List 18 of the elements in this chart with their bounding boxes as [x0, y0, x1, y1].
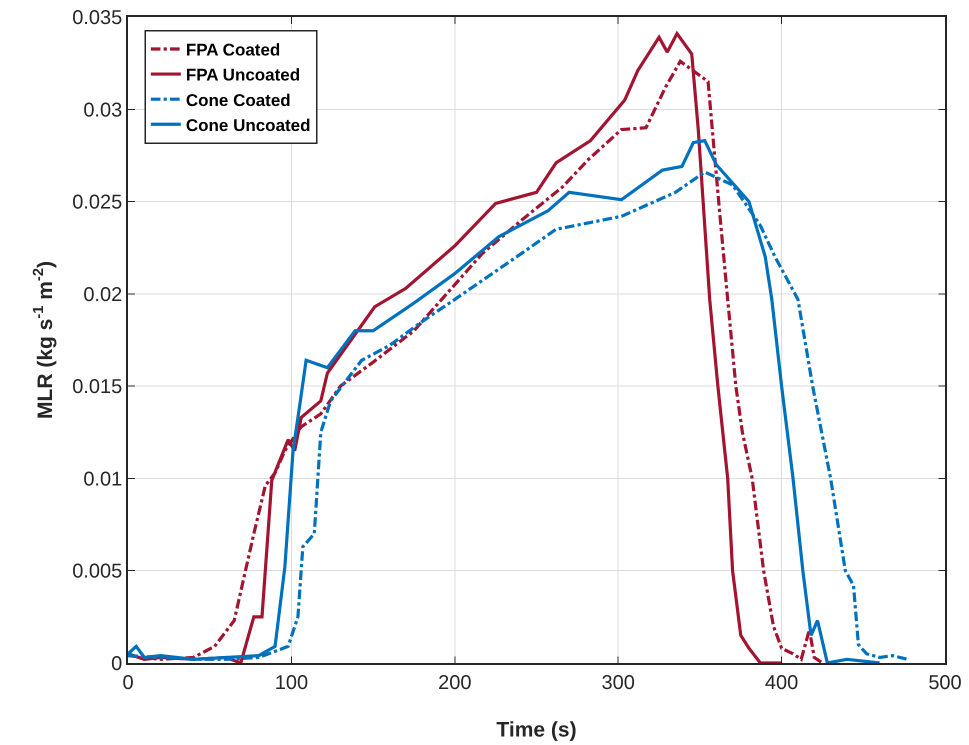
legend-label: Cone Uncoated	[186, 116, 311, 135]
y-tick-label: 0	[111, 653, 122, 675]
y-tick-label: 0.03	[83, 99, 122, 122]
y-tick-label: 0.01	[83, 468, 122, 490]
x-tick-label: 500	[928, 672, 962, 694]
y-tick-label: 0.035	[72, 7, 122, 29]
x-tick-label: 100	[274, 672, 308, 694]
legend-label: FPA Coated	[186, 40, 280, 60]
x-tick-label: 300	[602, 672, 635, 694]
x-tick-label: 400	[764, 672, 798, 694]
y-tick-label: 0.025	[72, 192, 122, 214]
x-axis-title: Time (s)	[496, 718, 577, 742]
y-tick-label: 0.005	[72, 560, 122, 583]
y-tick-label: 0.02	[83, 284, 122, 306]
legend-label: FPA Uncoated	[186, 66, 300, 85]
legend-label: Cone Coated	[186, 90, 291, 110]
y-tick-label: 0.015	[72, 376, 122, 398]
x-tick-label: 200	[438, 672, 472, 694]
